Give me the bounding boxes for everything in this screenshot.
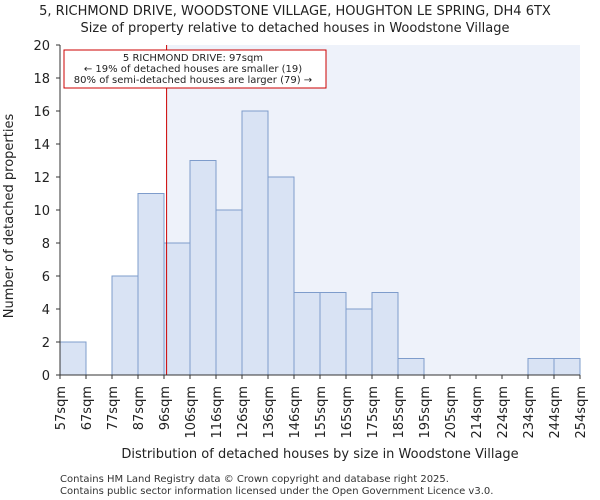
x-tick-label: 87sqm bbox=[132, 386, 147, 430]
bar-165sqm bbox=[345, 308, 373, 376]
y-tick-label: 12 bbox=[33, 171, 50, 186]
plot-area: 0 2 4 6 8 10 12 14 16 18 20 57sqm 67sqm 77sqm 87sqm 96s… bbox=[33, 39, 589, 439]
x-tick-label: 96sqm bbox=[158, 386, 173, 430]
bar-185sqm bbox=[397, 358, 425, 376]
bar-136sqm bbox=[267, 176, 295, 376]
chart-title-line2: Size of property relative to detached ho… bbox=[81, 21, 510, 36]
annotation-line3: 80% of semi-detached houses are larger (… bbox=[74, 75, 312, 86]
x-tick-label: 155sqm bbox=[314, 386, 329, 439]
y-tick-label: 4 bbox=[42, 303, 50, 318]
footer-line2: Contains public sector information licen… bbox=[60, 486, 493, 497]
bar-106sqm bbox=[189, 160, 217, 376]
bar-234sqm bbox=[527, 358, 555, 376]
annotation-line2: ← 19% of detached houses are smaller (19… bbox=[84, 64, 302, 75]
y-tick-label: 16 bbox=[33, 105, 50, 120]
y-tick-label: 0 bbox=[42, 369, 50, 384]
bar-175sqm bbox=[371, 292, 399, 376]
y-tick-label: 2 bbox=[42, 336, 50, 351]
x-tick-label: 234sqm bbox=[522, 386, 537, 439]
y-axis-label: Number of detached properties bbox=[2, 114, 17, 319]
annotation-box bbox=[63, 49, 327, 89]
bar-126sqm bbox=[241, 110, 269, 376]
annotation-line1: 5 RICHMOND DRIVE: 97sqm bbox=[123, 53, 263, 64]
y-tick-label: 20 bbox=[33, 39, 50, 54]
x-tick-label: 195sqm bbox=[418, 386, 433, 439]
x-tick-label: 146sqm bbox=[288, 386, 303, 439]
x-tick-label: 57sqm bbox=[54, 386, 69, 430]
x-tick-label: 224sqm bbox=[496, 386, 511, 439]
x-tick-label: 126sqm bbox=[236, 386, 251, 439]
x-tick-label: 106sqm bbox=[184, 386, 199, 439]
y-tick-label: 6 bbox=[42, 270, 50, 285]
x-tick-label: 165sqm bbox=[340, 386, 355, 439]
bar-116sqm bbox=[215, 209, 243, 376]
bar-244sqm bbox=[553, 358, 581, 376]
bar-77sqm bbox=[111, 275, 139, 376]
bar-146sqm bbox=[293, 292, 321, 376]
x-tick-label: 77sqm bbox=[106, 386, 121, 430]
y-tick-label: 8 bbox=[42, 237, 50, 252]
y-tick-label: 18 bbox=[33, 72, 50, 87]
x-tick-label: 185sqm bbox=[392, 386, 407, 439]
bar-57sqm bbox=[59, 341, 87, 376]
x-tick-label: 116sqm bbox=[210, 386, 225, 439]
y-tick-label: 10 bbox=[33, 204, 50, 219]
x-tick-label: 214sqm bbox=[470, 386, 485, 439]
x-tick-label: 136sqm bbox=[262, 386, 277, 439]
x-tick-label: 254sqm bbox=[574, 386, 589, 439]
bar-87sqm bbox=[137, 193, 165, 376]
y-tick-label: 14 bbox=[33, 138, 50, 153]
bar-155sqm bbox=[319, 292, 347, 376]
chart-title-line1: 5, RICHMOND DRIVE, WOODSTONE VILLAGE, HO… bbox=[39, 4, 551, 19]
x-tick-label: 175sqm bbox=[366, 386, 381, 439]
x-tick-label: 205sqm bbox=[444, 386, 459, 439]
x-tick-label: 67sqm bbox=[80, 386, 95, 430]
x-axis-label: Distribution of detached houses by size … bbox=[121, 447, 518, 462]
bar-96sqm bbox=[163, 242, 191, 376]
footer-line1: Contains HM Land Registry data © Crown c… bbox=[60, 474, 449, 485]
x-tick-label: 244sqm bbox=[548, 386, 563, 439]
